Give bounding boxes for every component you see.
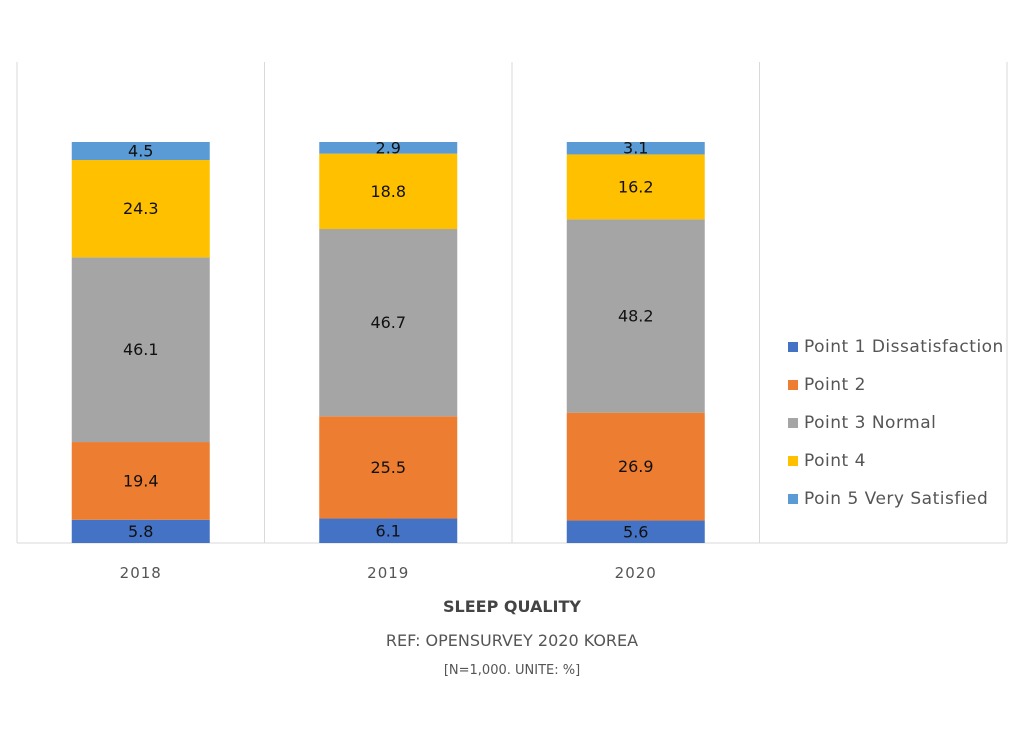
legend-swatch <box>788 418 798 428</box>
legend-label: Point 3 Normal <box>804 413 937 433</box>
data-label: 26.9 <box>618 457 654 476</box>
bar-segment <box>71 257 210 443</box>
bar-segment <box>71 142 210 161</box>
bar-stacks: 5.8 19.4 46.1 24.3 4.5 6.1 25.5 46.7 18.8 2.9 5.6 2… <box>71 138 705 543</box>
legend-label: Poin 5 Very Satisfied <box>804 489 989 509</box>
bar-segment <box>566 154 705 220</box>
bar-segment <box>319 142 458 154</box>
legend-label: Point 2 <box>804 375 866 395</box>
data-label: 48.2 <box>618 307 654 326</box>
data-label: 3.1 <box>623 139 648 158</box>
bar-segment <box>566 142 705 155</box>
legend-item: Poin 5 Very Satisfied <box>788 480 1004 518</box>
data-label: 5.6 <box>623 522 648 541</box>
legend-item: Point 3 Normal <box>788 404 1004 442</box>
chart-caption-title: SLEEP QUALITY <box>442 597 581 616</box>
bar-segment <box>566 412 705 521</box>
data-label: 19.4 <box>123 471 159 490</box>
data-label: 46.7 <box>370 313 406 332</box>
data-label: 4.5 <box>128 142 153 161</box>
chart-caption-note: [N=1,000. UNITE: %] <box>443 663 581 678</box>
data-label: 24.3 <box>123 199 159 218</box>
legend-swatch <box>788 380 798 390</box>
bar-segment <box>71 519 210 543</box>
legend-label: Point 1 Dissatisfaction <box>804 337 1004 357</box>
data-label: 16.2 <box>618 177 654 196</box>
legend-item: Point 4 <box>788 442 1004 480</box>
legend-swatch <box>788 456 798 466</box>
legend-item: Point 2 <box>788 366 1004 404</box>
data-label: 25.5 <box>370 458 406 477</box>
data-label: 2.9 <box>376 138 401 157</box>
x-tick-label: 2019 <box>367 564 409 582</box>
bar-segment <box>319 229 458 417</box>
bar-segment <box>71 160 210 258</box>
x-tick-label: 2018 <box>120 564 162 582</box>
legend-label: Point 4 <box>804 451 866 471</box>
legend-swatch <box>788 494 798 504</box>
chart-legend: Point 1 Dissatisfaction Point 2 Point 3 … <box>788 328 1004 518</box>
legend-swatch <box>788 342 798 352</box>
bar-segment <box>566 219 705 413</box>
data-label: 18.8 <box>370 182 406 201</box>
bar-segment <box>319 153 458 230</box>
x-axis-ticks: 2018 2019 2020 <box>120 564 657 582</box>
x-tick-label: 2020 <box>615 564 657 582</box>
stacked-bar-chart: 5.8 19.4 46.1 24.3 4.5 6.1 25.5 46.7 18.8 2.9 5.6 2… <box>16 62 1008 582</box>
data-label: 6.1 <box>376 521 401 540</box>
bar-segment <box>319 518 458 543</box>
bar-segment <box>566 520 705 543</box>
chart-caption-ref: REF: OPENSURVEY 2020 KOREA <box>385 631 639 650</box>
bar-segment <box>319 416 458 519</box>
legend-item: Point 1 Dissatisfaction <box>788 328 1004 366</box>
bar-segment <box>71 442 210 520</box>
data-label: 46.1 <box>123 340 159 359</box>
data-label: 5.8 <box>128 522 153 541</box>
